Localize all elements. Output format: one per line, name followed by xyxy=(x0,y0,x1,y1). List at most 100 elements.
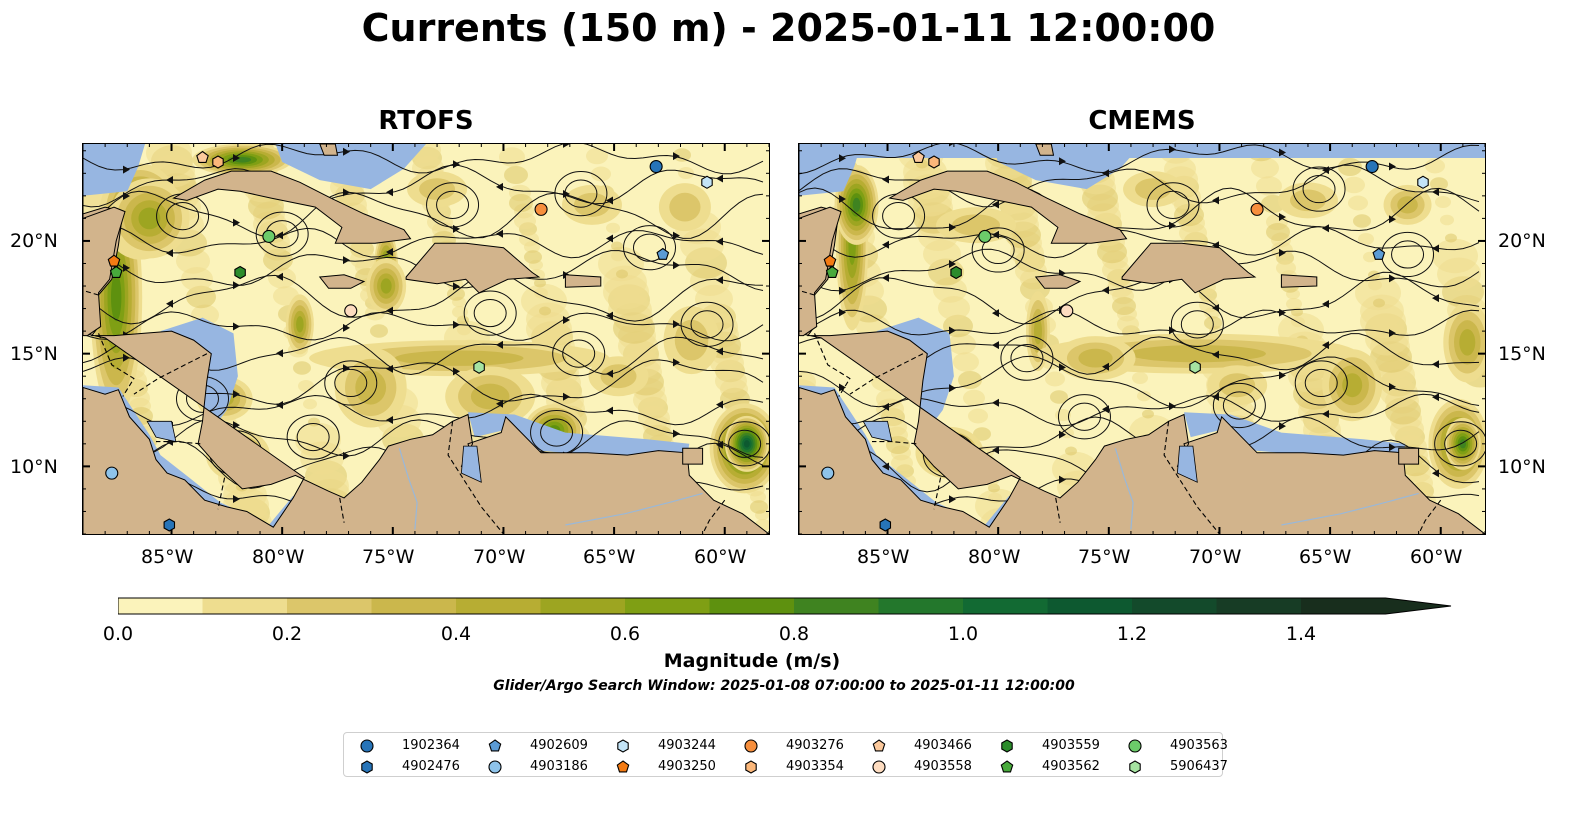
northern-water-band xyxy=(799,144,1485,158)
streamline-arrow xyxy=(949,223,956,232)
lon-tick-label: 65°W xyxy=(1299,546,1352,568)
legend-marker-shape xyxy=(1129,760,1141,774)
streamline-arrow xyxy=(1322,300,1329,309)
float-marker-4903354 xyxy=(928,155,940,169)
float-marker-4903466 xyxy=(196,150,209,163)
field-patch xyxy=(1440,214,1454,226)
colorbar-segment xyxy=(709,598,795,614)
field-patch xyxy=(534,287,548,299)
streamline-arrow xyxy=(716,440,723,449)
field-contour xyxy=(1342,373,1363,398)
cmems-map-panel[interactable] xyxy=(798,143,1486,535)
field-patch xyxy=(1045,371,1065,387)
eddy-streamline xyxy=(463,290,517,336)
trinidad-island xyxy=(682,447,704,465)
field-patch xyxy=(611,241,623,251)
lon-tick-label: 70°W xyxy=(473,546,526,568)
streamline-arrow xyxy=(949,495,956,504)
legend-label: 4903466 xyxy=(914,738,972,753)
colorbar-segment xyxy=(625,598,711,614)
streamline-arrow xyxy=(673,152,680,161)
colorbar-segment xyxy=(794,598,880,614)
legend-label: 4903244 xyxy=(658,738,716,753)
field-patch xyxy=(611,250,625,262)
rtofs-current-map[interactable] xyxy=(83,144,769,534)
venezuela-shelf xyxy=(468,412,690,458)
country-border xyxy=(849,353,924,395)
streamline-arrow xyxy=(386,306,393,315)
country-border xyxy=(702,499,726,534)
colorbar-tick-label: 1.2 xyxy=(1116,623,1148,645)
field-contour xyxy=(380,278,392,294)
streamline-arrow xyxy=(1389,382,1396,391)
legend-marker xyxy=(616,760,630,773)
colorbar-tick-label: 1.4 xyxy=(1285,623,1317,645)
float-marker-4903244 xyxy=(1417,175,1429,189)
eddy-streamline xyxy=(1067,402,1101,431)
colorbar-tick-label: 0.2 xyxy=(271,623,303,645)
colorbar-tick-label: 0.8 xyxy=(778,623,810,645)
streamline-arrow xyxy=(606,234,613,243)
streamline-arrow xyxy=(882,240,889,249)
colorbar-segment xyxy=(1047,598,1133,614)
streamline-arrow xyxy=(673,231,680,240)
jamaica-island xyxy=(1034,274,1082,289)
streamline-arrow xyxy=(882,402,889,411)
rtofs-map-panel[interactable] xyxy=(82,143,770,535)
streamline-arrow xyxy=(882,175,889,184)
streamline-arrow xyxy=(1279,371,1286,380)
legend-label: 4903276 xyxy=(786,738,844,753)
eddy-streamline xyxy=(166,202,200,231)
lat-tick-label-right: 20°N xyxy=(1498,230,1546,252)
legend-marker-shape xyxy=(744,739,758,753)
float-legend: 1902364 4902476 4902609 4903186 4903244 … xyxy=(343,732,1228,777)
country-border xyxy=(83,289,99,296)
streamline-arrow xyxy=(386,416,393,425)
float-marker-4902476 xyxy=(879,518,892,532)
legend-marker xyxy=(872,739,886,752)
streamline xyxy=(799,309,1480,336)
eddy-streamline xyxy=(1434,421,1485,467)
streamline-arrow xyxy=(166,176,173,185)
trinidad-island xyxy=(1398,447,1420,465)
streamline-arrow xyxy=(276,400,283,409)
axis-ticks xyxy=(799,144,1485,534)
legend-label: 4903250 xyxy=(658,759,716,774)
streamline-arrow xyxy=(1389,274,1396,283)
colorbar-segment xyxy=(287,598,373,614)
legend-marker-shape xyxy=(1128,739,1142,753)
streamline-arrow xyxy=(1432,469,1439,478)
field-patch xyxy=(524,250,542,264)
lon-tick-label: 60°W xyxy=(1410,546,1463,568)
streamline-arrow xyxy=(343,451,350,460)
legend-label: 1902364 xyxy=(402,738,460,753)
puerto-rico-island xyxy=(1280,274,1318,288)
cmems-current-map[interactable] xyxy=(799,144,1485,534)
country-border xyxy=(97,333,135,397)
legend-label: 4903354 xyxy=(786,759,844,774)
field-patch xyxy=(616,269,628,279)
legend-marker xyxy=(488,760,502,774)
streamline-arrow xyxy=(386,364,393,373)
eddy-streamline xyxy=(718,421,769,467)
colorbar-tick-label: 0.4 xyxy=(440,623,472,645)
streamline-arrow xyxy=(563,315,570,324)
field-patch xyxy=(1132,372,1148,384)
float-marker-4903466 xyxy=(912,150,925,163)
country-border xyxy=(133,353,208,395)
field-patch xyxy=(457,324,471,336)
streamline-arrow xyxy=(606,196,613,205)
streamline-arrow xyxy=(233,322,240,331)
eddy-streamline xyxy=(552,331,606,377)
streamline-arrow xyxy=(123,353,130,362)
field-contour xyxy=(355,370,387,405)
streamline-arrow xyxy=(1102,169,1109,178)
streamline-arrow xyxy=(992,398,999,407)
eddy-streamline xyxy=(971,227,1025,273)
chart-title: Currents (150 m) - 2025-01-11 12:00:00 xyxy=(361,6,1216,50)
streamline-arrow xyxy=(673,429,680,438)
field-contour xyxy=(743,440,750,448)
streamline-arrow xyxy=(839,154,846,163)
streamline-arrow xyxy=(1432,393,1439,402)
streamline-arrow xyxy=(882,462,889,471)
